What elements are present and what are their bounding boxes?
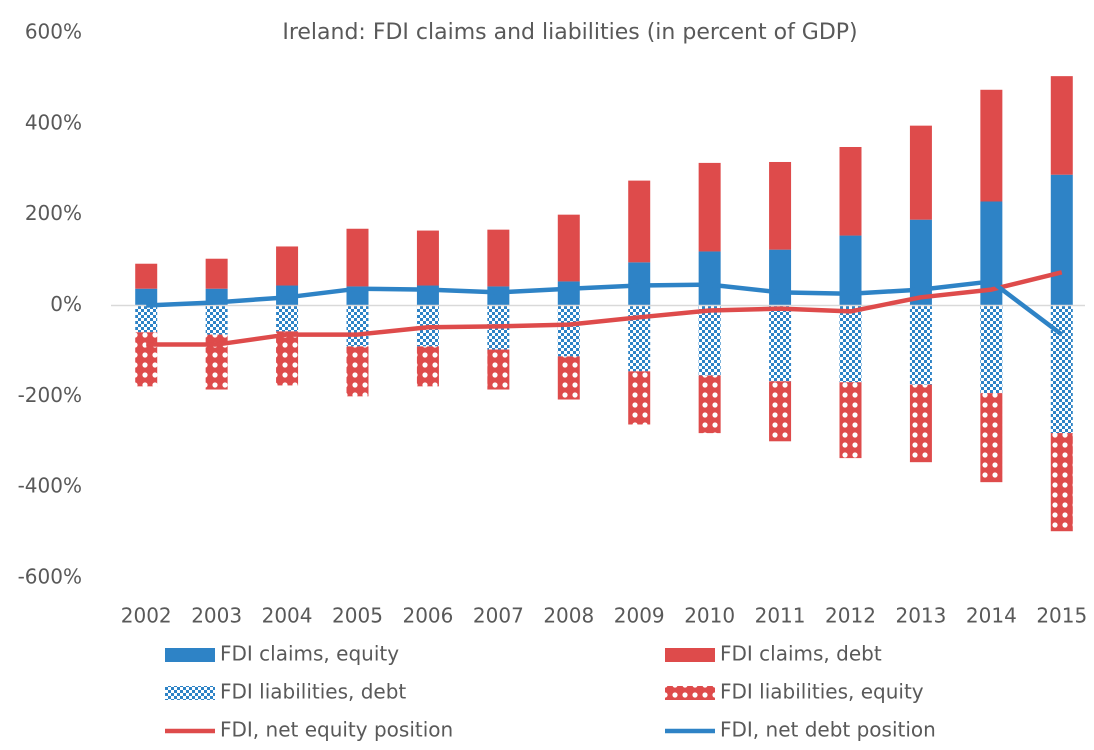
bar — [416, 346, 439, 387]
bar — [135, 332, 158, 387]
bar — [980, 201, 1003, 306]
y-tick-label: -600% — [18, 565, 82, 589]
bar — [346, 305, 369, 347]
x-tick-label: 2006 — [402, 604, 453, 628]
bar — [205, 258, 228, 289]
legend-swatch — [165, 648, 215, 662]
bar — [1050, 305, 1073, 434]
bar — [487, 229, 510, 287]
bar — [769, 381, 792, 442]
bar — [276, 305, 299, 332]
bar — [628, 180, 651, 263]
bar — [628, 371, 651, 425]
legend-swatch — [165, 686, 215, 700]
x-tick-label: 2002 — [121, 604, 172, 628]
bar — [698, 162, 721, 252]
chart-title: Ireland: FDI claims and liabilities (in … — [282, 20, 857, 45]
x-tick-label: 2007 — [473, 604, 524, 628]
bar — [980, 305, 1003, 394]
bar — [909, 125, 932, 220]
bar — [276, 331, 299, 386]
x-tick-label: 2008 — [543, 604, 594, 628]
bar — [980, 393, 1003, 483]
bar — [557, 214, 580, 282]
bar — [135, 288, 158, 306]
y-tick-label: 600% — [25, 20, 82, 44]
bar — [346, 346, 369, 397]
legend-swatch — [665, 686, 715, 700]
bar — [909, 305, 932, 385]
legend-label: FDI, net equity position — [220, 718, 453, 742]
bar — [1050, 76, 1073, 175]
bar — [135, 305, 158, 333]
legend-label: FDI claims, debt — [720, 642, 882, 666]
x-tick-label: 2005 — [332, 604, 383, 628]
line — [146, 270, 1063, 347]
bar — [487, 286, 510, 306]
x-tick-label: 2009 — [614, 604, 665, 628]
x-tick-label: 2014 — [966, 604, 1017, 628]
bar — [698, 305, 721, 376]
bar — [769, 249, 792, 306]
legend-label: FDI liabilities, debt — [220, 680, 406, 704]
legend-label: FDI claims, equity — [220, 642, 399, 666]
bar — [487, 349, 510, 390]
bar — [205, 334, 228, 390]
bar — [557, 356, 580, 400]
bar — [1050, 433, 1073, 532]
x-tick-label: 2010 — [684, 604, 735, 628]
bar — [628, 305, 651, 372]
x-tick-label: 2003 — [191, 604, 242, 628]
bar — [346, 228, 369, 287]
bar — [135, 263, 158, 289]
x-tick-label: 2004 — [262, 604, 313, 628]
bar — [276, 246, 299, 286]
x-tick-label: 2012 — [825, 604, 876, 628]
line — [146, 279, 1064, 337]
bar — [980, 89, 1003, 202]
y-tick-label: -200% — [18, 383, 82, 407]
bar — [205, 305, 228, 335]
y-tick-label: 400% — [25, 110, 82, 134]
y-tick-label: 200% — [25, 201, 82, 225]
bar — [839, 382, 862, 459]
y-tick-label: 0% — [50, 292, 82, 316]
bar — [769, 161, 792, 250]
bar — [839, 146, 862, 236]
bar — [416, 230, 439, 286]
x-tick-label: 2015 — [1036, 604, 1087, 628]
bar — [909, 219, 932, 306]
x-tick-label: 2013 — [895, 604, 946, 628]
x-tick-label: 2011 — [755, 604, 806, 628]
legend-label: FDI, net debt position — [720, 718, 936, 742]
bar — [1050, 174, 1073, 306]
bar — [769, 305, 792, 382]
bar — [839, 305, 862, 383]
bar — [698, 375, 721, 434]
bar — [557, 281, 580, 306]
bar — [839, 235, 862, 306]
y-tick-label: -400% — [18, 474, 82, 498]
bar — [909, 384, 932, 463]
bar — [557, 305, 580, 357]
legend-label: FDI liabilities, equity — [720, 680, 924, 704]
legend-swatch — [665, 648, 715, 662]
bar — [698, 251, 721, 306]
